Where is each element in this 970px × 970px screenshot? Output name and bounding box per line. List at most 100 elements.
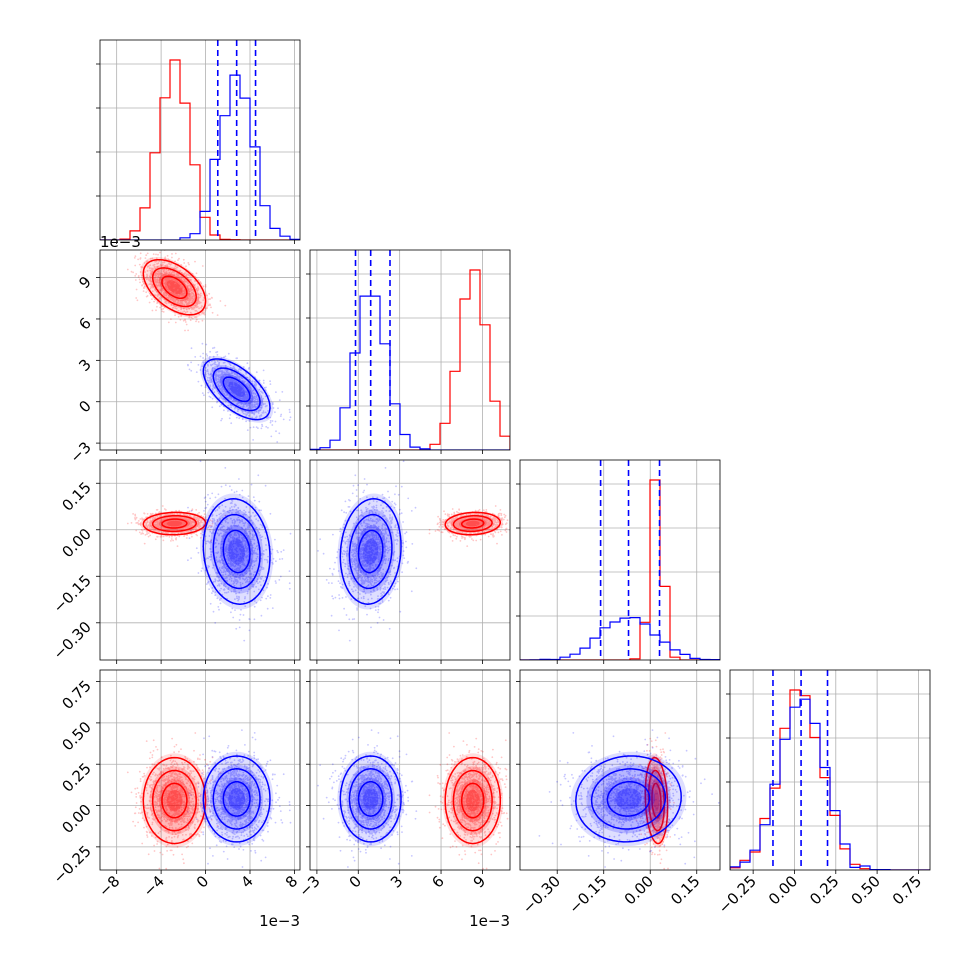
sample-point — [244, 393, 247, 396]
sample-point — [184, 517, 187, 520]
sample-point — [255, 426, 258, 428]
sample-point — [232, 380, 235, 382]
sample-point — [253, 542, 256, 545]
sample-point — [159, 515, 161, 518]
sample-point — [179, 527, 182, 530]
sample-point — [212, 385, 215, 388]
sample-point — [189, 297, 192, 300]
sample-point — [174, 288, 177, 291]
sample-point — [178, 521, 180, 523]
sample-point — [260, 395, 263, 397]
sample-point — [254, 416, 257, 419]
sample-point — [154, 260, 157, 263]
sample-point — [130, 522, 133, 524]
sample-point — [178, 290, 181, 293]
sample-point — [226, 393, 228, 396]
sample-point — [188, 510, 191, 513]
sample-point — [235, 592, 237, 595]
sample-point — [175, 523, 178, 525]
sample-point — [203, 312, 206, 315]
sample-point — [146, 260, 149, 262]
sample-point — [235, 389, 238, 392]
sample-point — [217, 375, 220, 378]
sample-point — [174, 307, 177, 309]
sample-point — [229, 536, 232, 539]
sample-point — [234, 560, 237, 563]
sample-point — [241, 563, 244, 565]
sample-point — [183, 273, 185, 275]
sample-point — [158, 523, 161, 526]
sample-point — [257, 582, 259, 584]
sample-point — [170, 284, 173, 286]
sample-point — [197, 302, 199, 305]
sample-point — [178, 288, 181, 291]
sample-point — [243, 391, 246, 394]
sample-point — [214, 622, 217, 624]
sample-point — [171, 288, 173, 290]
sample-point — [201, 305, 203, 308]
sample-point — [176, 275, 179, 277]
sample-point — [158, 514, 161, 517]
sample-point — [199, 294, 202, 297]
sample-point — [206, 363, 209, 366]
sample-point — [193, 515, 196, 518]
sample-point — [210, 525, 213, 528]
sample-point — [239, 388, 241, 390]
sample-point — [166, 523, 169, 525]
sample-point — [184, 278, 187, 281]
sample-point — [165, 282, 167, 284]
sample-point — [239, 544, 242, 547]
sample-point — [196, 522, 199, 525]
sample-point — [172, 531, 174, 534]
sample-point — [145, 291, 148, 294]
sample-point — [227, 372, 230, 375]
sample-point — [217, 384, 220, 387]
sample-point — [227, 373, 229, 376]
sample-point — [259, 577, 262, 580]
sample-point — [198, 521, 201, 524]
sample-point — [280, 550, 283, 553]
sample-point — [233, 572, 236, 575]
sample-point — [165, 279, 168, 282]
sample-point — [195, 316, 198, 319]
sample-point — [168, 280, 171, 283]
sample-point — [235, 504, 237, 507]
sample-point — [197, 520, 200, 523]
sample-point — [218, 405, 221, 408]
sample-point — [251, 399, 254, 401]
sample-point — [245, 540, 247, 542]
sample-point — [216, 575, 218, 578]
sample-point — [184, 318, 186, 321]
sample-point — [236, 394, 239, 397]
sample-point — [214, 363, 217, 366]
sample-point — [191, 292, 194, 295]
sample-point — [238, 394, 240, 397]
sample-point — [202, 528, 205, 531]
sample-point — [173, 522, 175, 525]
sample-point — [150, 280, 153, 283]
sample-point — [230, 388, 232, 391]
sample-point — [161, 310, 164, 313]
sample-point — [183, 278, 185, 280]
sample-point — [245, 413, 248, 416]
sample-point — [149, 269, 152, 272]
sample-point — [233, 557, 235, 560]
sample-point — [177, 275, 180, 278]
sample-point — [172, 513, 175, 516]
sample-point — [239, 397, 242, 400]
sample-point — [165, 522, 168, 525]
sample-point — [194, 316, 197, 319]
sample-point — [221, 391, 224, 394]
sample-point — [235, 540, 238, 543]
sample-point — [275, 582, 277, 584]
sample-point — [145, 278, 148, 281]
sample-point — [211, 311, 214, 314]
sample-point — [230, 422, 233, 425]
sample-point — [167, 288, 170, 291]
sample-point — [235, 416, 238, 419]
sample-point — [195, 309, 198, 312]
sample-point — [186, 273, 189, 276]
sample-point — [262, 369, 265, 372]
sample-point — [179, 521, 182, 524]
sample-point — [175, 293, 178, 295]
